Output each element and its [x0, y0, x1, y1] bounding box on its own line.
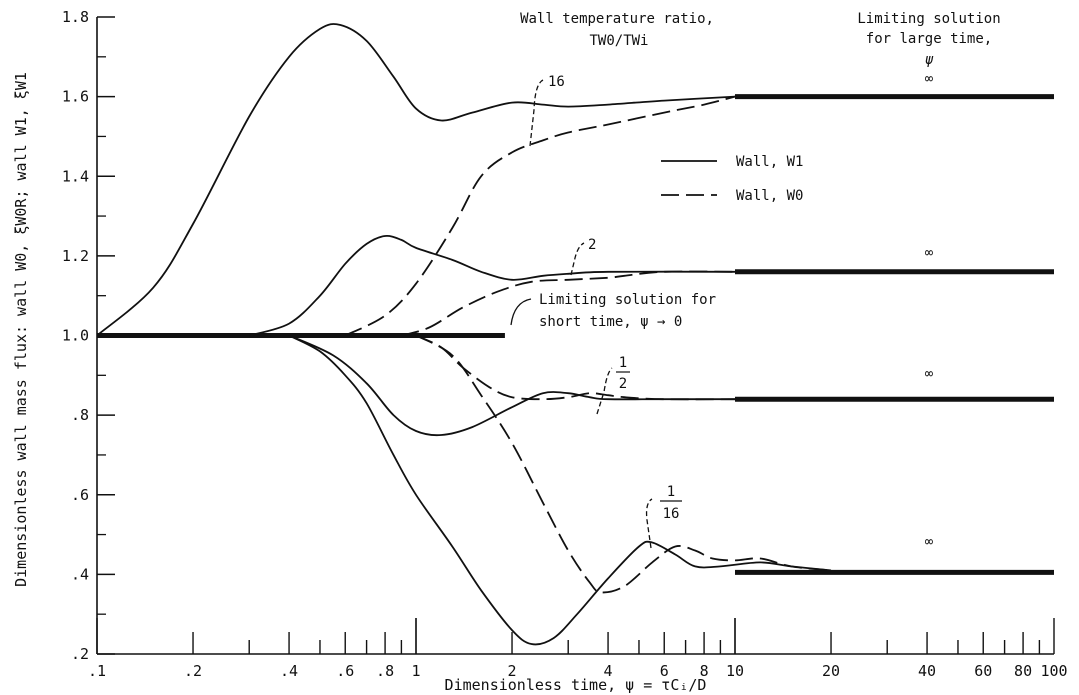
curves [96, 23, 832, 646]
wall-temp-ratio-symbol: TW0/TWi [589, 33, 648, 49]
ratio-16-leader [529, 79, 544, 147]
x-tick-label: 4 [604, 662, 613, 680]
curve-w0-ratio-16 [344, 95, 736, 337]
ratio-16th-leader [645, 498, 653, 549]
y-tick-label: 1.0 [62, 327, 89, 345]
y-tick-label: .8 [71, 406, 89, 424]
ratio-half-leader [596, 367, 613, 415]
y-axis-title: Dimensionless wall mass flux: wall W0, ξ… [12, 72, 30, 587]
large-time-label-line1: Limiting solution [857, 11, 1000, 27]
x-tick-label: 40 [918, 662, 936, 680]
y-tick-label: 1.8 [62, 8, 89, 26]
legend-label-w1: Wall, W1 [736, 154, 803, 170]
ratio-2-leader [570, 242, 585, 276]
x-tick-label: 80 [1014, 662, 1032, 680]
x-tick-label: 60 [974, 662, 992, 680]
y-tick-label: .6 [71, 486, 89, 504]
ratio-16-label: 16 [548, 74, 565, 90]
short-time-leader [510, 298, 532, 326]
curve-w1-ratio-2 [248, 234, 736, 337]
wall-temp-ratio-title: Wall temperature ratio, [520, 11, 714, 27]
ratio-16th-denominator: 16 [663, 506, 680, 522]
ratio-half-denominator: 2 [619, 376, 627, 392]
curve-w1-ratio-16 [96, 23, 736, 337]
curve-w1-ratio-1-16 [288, 334, 832, 646]
x-tick-label: 100 [1040, 662, 1067, 680]
curve-w0-ratio-2 [401, 270, 736, 337]
y-tick-label: .2 [71, 645, 89, 663]
ratio-16th-numerator: 1 [667, 484, 675, 500]
y-tick-label: 1.6 [62, 88, 89, 106]
x-tick-label: 6 [660, 662, 669, 680]
y-tick-label: .4 [71, 565, 89, 583]
large-time-label-line2: for large time, [866, 31, 992, 47]
infinity-label: ∞ [925, 366, 934, 382]
curve-w0-ratio-1-16 [415, 334, 832, 594]
x-tick-label: .2 [184, 662, 202, 680]
x-tick-label: 1 [411, 662, 420, 680]
legend-label-w0: Wall, W0 [736, 188, 803, 204]
x-tick-label: .4 [280, 662, 298, 680]
x-tick-label: 2 [508, 662, 517, 680]
y-tick-label: 1.2 [62, 247, 89, 265]
ratio-half-numerator: 1 [619, 355, 627, 371]
x-tick-label: 20 [822, 662, 840, 680]
short-time-label-line1: Limiting solution for [539, 292, 716, 308]
x-tick-label: 8 [700, 662, 709, 680]
x-axis-title: Dimensionless time, ψ = τCᵢ/D [445, 676, 707, 694]
large-time-label-psi: ψ [925, 52, 934, 68]
ratio-2-label: 2 [588, 237, 596, 253]
axes: 1.81.61.41.21.0.8.6.4.2.1.2.4.6.8 1 2 4 6 8 10… [12, 8, 1068, 694]
infinity-label: ∞ [925, 71, 934, 87]
annotations: Wall temperature ratio, TW0/TWi Wall, W1 Wa… [510, 11, 1001, 550]
curve-w1-ratio-1-2 [288, 334, 735, 437]
infinity-label: ∞ [925, 534, 934, 550]
short-time-label-line2: short time, ψ → 0 [539, 314, 682, 330]
y-tick-label: 1.4 [62, 167, 89, 185]
x-tick-label: .8 [376, 662, 394, 680]
x-tick-label: .6 [336, 662, 354, 680]
limiting-solutions [97, 94, 1054, 575]
infinity-label: ∞ [925, 245, 934, 261]
x-tick-label: .1 [88, 662, 106, 680]
x-tick-label: 10 [726, 662, 744, 680]
